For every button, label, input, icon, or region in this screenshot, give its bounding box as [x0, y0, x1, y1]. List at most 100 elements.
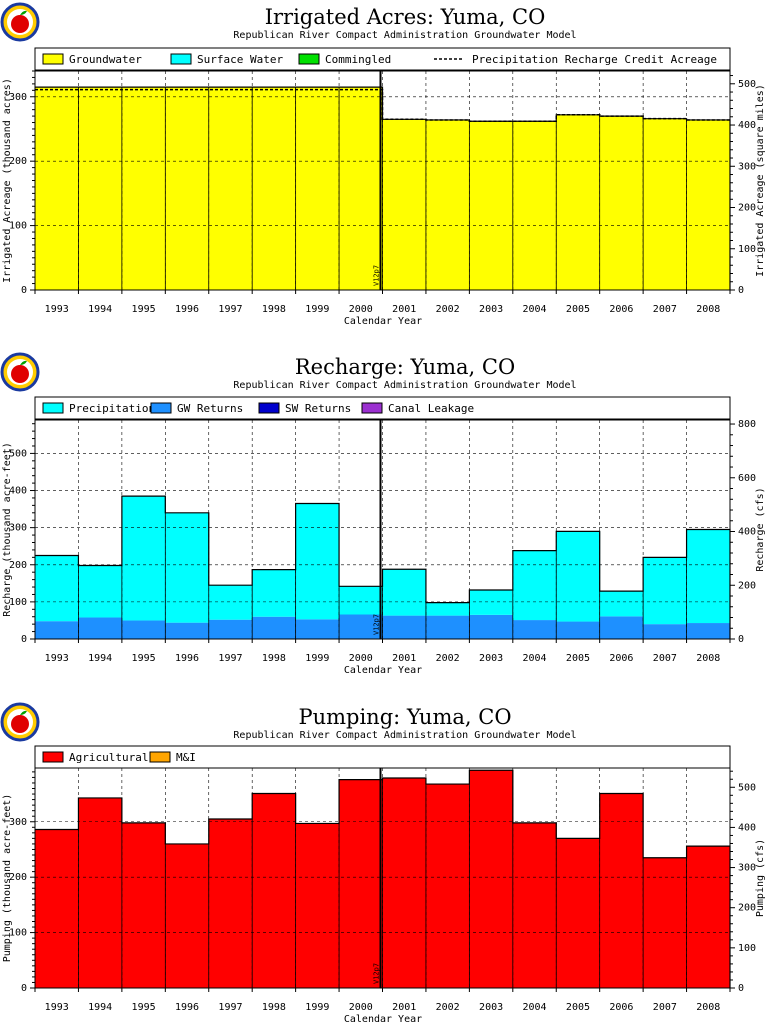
- tick-label-x-1997: 1997: [218, 1002, 242, 1013]
- tick-label-x-1997: 1997: [218, 304, 242, 315]
- legend-swatch-precipitation: [42, 402, 64, 414]
- chart-subtitle: Republican River Compact Administration …: [233, 380, 576, 391]
- tick-label-x-1994: 1994: [88, 653, 112, 664]
- bar-agricultural-1993: [35, 829, 79, 988]
- tick-label-left: 300: [9, 92, 27, 103]
- legend-label-canal-leakage: Canal Leakage: [388, 402, 474, 415]
- tick-label-left: 300: [9, 817, 27, 828]
- bar-gw-returns-1999: [295, 619, 340, 639]
- tick-label-x-2001: 2001: [392, 653, 416, 664]
- tick-label-x-1996: 1996: [175, 1002, 199, 1013]
- tick-label-x-1995: 1995: [132, 304, 156, 315]
- apple-logo-icon: [0, 352, 40, 392]
- bar-precipitation-1996: [165, 512, 210, 623]
- bar-gw-returns-2005: [556, 621, 601, 639]
- tick-label-x-1998: 1998: [262, 1002, 286, 1013]
- tick-label-x-1993: 1993: [45, 304, 69, 315]
- line-precipitation-recharge-credit-acreage: [35, 88, 730, 122]
- tick-label-left: 100: [9, 597, 27, 608]
- bar-precipitation-1998: [252, 569, 297, 617]
- tick-label-x-1998: 1998: [262, 304, 286, 315]
- bar-gw-returns-1997: [208, 619, 253, 639]
- y-axis-label-right: Pumping (cfs): [755, 839, 766, 917]
- legend-swatch-canal-leakage: [361, 402, 383, 414]
- tick-label-right: 0: [738, 983, 744, 994]
- tick-label-x-1998: 1998: [262, 653, 286, 664]
- bar-gw-returns-2007: [643, 624, 687, 639]
- x-axis-label: Calendar Year: [344, 1014, 422, 1024]
- tick-label-left: 0: [21, 285, 27, 296]
- tick-label-x-2004: 2004: [522, 304, 546, 315]
- bar-precipitation-1995: [121, 496, 166, 621]
- y-axis-label-right: Recharge (cfs): [755, 487, 766, 571]
- tick-label-left: 200: [9, 156, 27, 167]
- bar-gw-returns-2008: [686, 623, 731, 639]
- model-version-marker-label: V12p7: [373, 265, 381, 286]
- legend-label-sw-returns: SW Returns: [285, 402, 351, 415]
- bar-precipitation-2003: [469, 590, 514, 615]
- tick-label-x-1993: 1993: [45, 653, 69, 664]
- bar-groundwater-2006: [599, 116, 644, 291]
- tick-label-left: 200: [9, 872, 27, 883]
- chart-title: Irrigated Acres: Yuma, CO: [265, 5, 546, 29]
- tick-label-x-2006: 2006: [609, 653, 633, 664]
- tick-label-left: 500: [9, 448, 27, 459]
- bar-groundwater-1998: [252, 87, 297, 291]
- tick-label-x-2002: 2002: [436, 653, 460, 664]
- tick-label-x-2002: 2002: [436, 304, 460, 315]
- bar-agricultural-2005: [556, 838, 601, 988]
- tick-label-right: 0: [738, 634, 744, 645]
- bar-precipitation-2002: [425, 602, 470, 616]
- tick-label-left: 100: [9, 221, 27, 232]
- tick-label-left: 100: [9, 928, 27, 939]
- x-axis-label: Calendar Year: [344, 665, 422, 676]
- bar-agricultural-2003: [469, 770, 514, 988]
- bar-groundwater-2007: [643, 118, 687, 290]
- tick-label-left: 300: [9, 523, 27, 534]
- tick-label-x-1999: 1999: [305, 1002, 329, 1013]
- tick-label-x-2007: 2007: [653, 304, 677, 315]
- bar-groundwater-2002: [425, 119, 470, 290]
- tick-label-x-1996: 1996: [175, 653, 199, 664]
- y-axis-label-right: Irrigated Acreage (square miles): [755, 84, 766, 277]
- tick-label-x-1995: 1995: [132, 653, 156, 664]
- bar-groundwater-2001: [382, 119, 427, 290]
- tick-label-right: 200: [738, 203, 756, 214]
- bar-agricultural-1996: [165, 843, 210, 988]
- legend-swatch-commingled: [298, 53, 320, 65]
- bar-gw-returns-1996: [165, 622, 210, 639]
- tick-label-x-1995: 1995: [132, 1002, 156, 1013]
- tick-label-x-2007: 2007: [653, 653, 677, 664]
- tick-label-x-2003: 2003: [479, 304, 503, 315]
- tick-label-x-2000: 2000: [349, 1002, 373, 1013]
- bar-gw-returns-2002: [425, 615, 470, 639]
- tick-label-right: 0: [738, 285, 744, 296]
- legend-box: [34, 47, 731, 71]
- tick-label-right: 200: [738, 903, 756, 914]
- bar-gw-returns-1993: [35, 621, 79, 639]
- tick-label-x-2006: 2006: [609, 304, 633, 315]
- bar-precipitation-1997: [208, 585, 253, 620]
- bar-agricultural-2000: [339, 779, 383, 988]
- bar-agricultural-2008: [686, 846, 731, 988]
- tick-label-x-2006: 2006: [609, 1002, 633, 1013]
- bar-agricultural-1997: [208, 818, 253, 988]
- y-axis-label-left: Pumping (thousand acre-feet): [2, 794, 13, 963]
- bar-precipitation-2007: [643, 557, 687, 625]
- bar-precipitation-1994: [78, 565, 123, 618]
- tick-label-right: 100: [738, 943, 756, 954]
- legend-label-gw-returns: GW Returns: [177, 402, 243, 415]
- y-axis-label-left: Recharge (thousand acre-feet): [2, 442, 13, 617]
- tick-label-right: 500: [738, 79, 756, 90]
- legend-label-groundwater: Groundwater: [69, 53, 142, 66]
- bar-gw-returns-2003: [469, 614, 514, 639]
- bar-groundwater-2005: [556, 114, 601, 290]
- x-axis-label: Calendar Year: [344, 316, 422, 327]
- tick-label-right: 300: [738, 161, 756, 172]
- tick-label-x-2003: 2003: [479, 1002, 503, 1013]
- bar-groundwater-1993: [35, 87, 79, 291]
- bar-gw-returns-2000: [339, 614, 383, 639]
- bar-agricultural-2004: [512, 822, 557, 988]
